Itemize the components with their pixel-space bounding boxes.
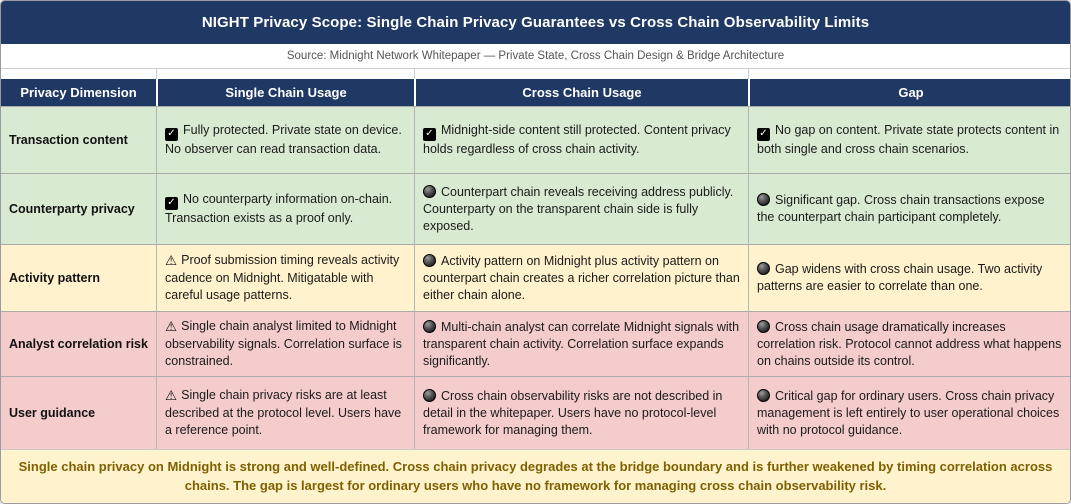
table-row: Counterparty privacy No counterparty inf… [1, 173, 1070, 244]
cell-text: No counterparty information on-chain. Tr… [165, 192, 393, 225]
title-bar: NIGHT Privacy Scope: Single Chain Privac… [1, 1, 1070, 44]
cell-text: Single chain analyst limited to Midnight… [165, 319, 402, 368]
cell-text: Multi-chain analyst can correlate Midnig… [423, 319, 740, 368]
subtitle-bar: Source: Midnight Network Whitepaper — Pr… [1, 44, 1070, 68]
single-chain-cell: Single chain analyst limited to Midnight… [156, 311, 414, 376]
gap-cell: Cross chain usage dramatically increases… [748, 311, 1070, 376]
cell-text: Single chain privacy risks are at least … [165, 388, 402, 437]
warning-icon [165, 254, 177, 268]
cell-text: Gap widens with cross chain usage. Two a… [757, 262, 1043, 293]
source-subtitle: Source: Midnight Network Whitepaper — Pr… [286, 50, 785, 62]
check-icon [165, 127, 178, 141]
cell-text: Midnight-side content still protected. C… [423, 123, 731, 156]
cell-text: Activity pattern on Midnight plus activi… [423, 253, 740, 302]
row-label: Analyst correlation risk [1, 311, 156, 376]
circle-icon [757, 388, 770, 402]
circle-icon [423, 319, 436, 333]
gap-cell: Significant gap. Cross chain transaction… [748, 173, 1070, 244]
single-chain-cell: Fully protected. Private state on device… [156, 106, 414, 173]
cell-text: Significant gap. Cross chain transaction… [757, 193, 1045, 224]
circle-icon [423, 184, 436, 198]
header-cross-chain-usage: Cross Chain Usage [414, 79, 748, 106]
circle-icon [757, 319, 770, 333]
warning-icon [165, 320, 177, 334]
single-chain-cell: Single chain privacy risks are at least … [156, 376, 414, 449]
spacer-row [1, 68, 1070, 79]
header-gap: Gap [748, 79, 1070, 106]
summary-footer: Single chain privacy on Midnight is stro… [1, 449, 1070, 503]
table-row: User guidance Single chain privacy risks… [1, 376, 1070, 449]
circle-icon [423, 388, 436, 402]
cell-text: Cross chain observability risks are not … [423, 388, 723, 437]
circle-icon [757, 262, 770, 275]
table-row: Analyst correlation risk Single chain an… [1, 311, 1070, 376]
page-title: NIGHT Privacy Scope: Single Chain Privac… [201, 14, 870, 31]
table-row: Transaction content Fully protected. Pri… [1, 106, 1070, 173]
circle-icon [423, 253, 436, 267]
circle-icon [757, 193, 770, 206]
single-chain-cell: No counterparty information on-chain. Tr… [156, 173, 414, 244]
row-label: User guidance [1, 376, 156, 449]
check-icon [423, 127, 436, 141]
gap-cell: Gap widens with cross chain usage. Two a… [748, 244, 1070, 311]
cell-text: Counterpart chain reveals receiving addr… [423, 184, 734, 233]
row-label: Transaction content [1, 106, 156, 173]
table-row: Activity pattern Proof submission timing… [1, 244, 1070, 311]
check-icon [165, 196, 178, 210]
cross-chain-cell: Counterpart chain reveals receiving addr… [414, 173, 748, 244]
check-icon [757, 127, 770, 141]
cross-chain-cell: Cross chain observability risks are not … [414, 376, 748, 449]
header-privacy-dimension: Privacy Dimension [1, 79, 156, 106]
cross-chain-cell: Multi-chain analyst can correlate Midnig… [414, 311, 748, 376]
header-single-chain-usage: Single Chain Usage [156, 79, 414, 106]
cell-text: Proof submission timing reveals activity… [165, 253, 400, 302]
summary-text: Single chain privacy on Midnight is stro… [18, 458, 1053, 493]
cell-text: No gap on content. Private state protect… [757, 123, 1060, 156]
cell-text: Critical gap for ordinary users. Cross c… [757, 388, 1060, 437]
single-chain-cell: Proof submission timing reveals activity… [156, 244, 414, 311]
table-header-row: Privacy Dimension Single Chain Usage Cro… [1, 79, 1070, 106]
cross-chain-cell: Activity pattern on Midnight plus activi… [414, 244, 748, 311]
row-label: Counterparty privacy [1, 173, 156, 244]
cell-text: Fully protected. Private state on device… [165, 123, 402, 156]
cell-text: Cross chain usage dramatically increases… [757, 319, 1062, 368]
warning-icon [165, 389, 177, 403]
cross-chain-cell: Midnight-side content still protected. C… [414, 106, 748, 173]
row-label: Activity pattern [1, 244, 156, 311]
gap-cell: No gap on content. Private state protect… [748, 106, 1070, 173]
gap-cell: Critical gap for ordinary users. Cross c… [748, 376, 1070, 449]
